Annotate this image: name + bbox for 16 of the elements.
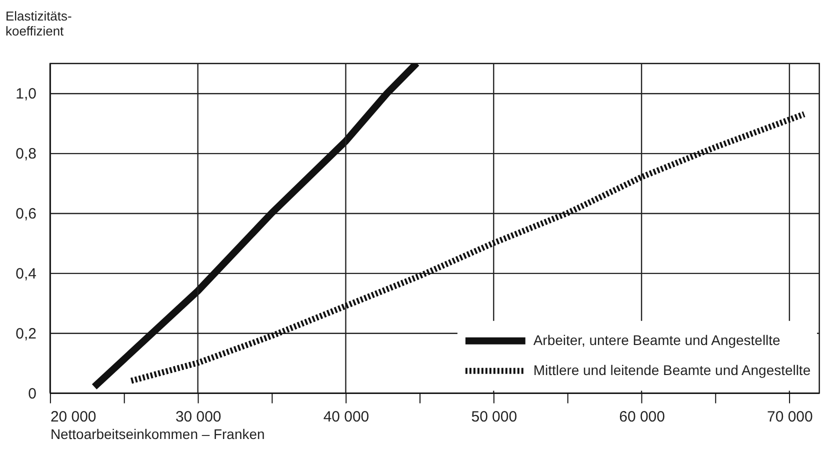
x-tick-label: 20 000: [50, 408, 96, 426]
y-tick-label: 0: [28, 385, 36, 402]
x-tick-label: 70 000: [767, 408, 813, 426]
y-tick-label: 0,6: [16, 206, 36, 223]
x-tick-label: 60 000: [619, 408, 665, 426]
legend-label: Arbeiter, untere Beamte und Angestellte: [533, 332, 781, 348]
y-tick-label: 0,8: [16, 146, 36, 163]
x-tick-label: 40 000: [323, 408, 370, 426]
y-tick-label: 0,2: [16, 325, 36, 342]
legend-label: Mittlere und leitende Beamte und Angestellte: [533, 362, 811, 378]
x-tick-label: 50 000: [471, 408, 518, 426]
x-tick-label: 30 000: [175, 408, 222, 426]
y-tick-label: 0,4: [16, 265, 36, 282]
y-tick-label: 1,0: [16, 86, 36, 103]
x-axis-title: Nettoarbeitseinkommen – Franken: [50, 426, 265, 442]
y-axis-title: Elastizitäts- koeffizient: [5, 8, 72, 39]
